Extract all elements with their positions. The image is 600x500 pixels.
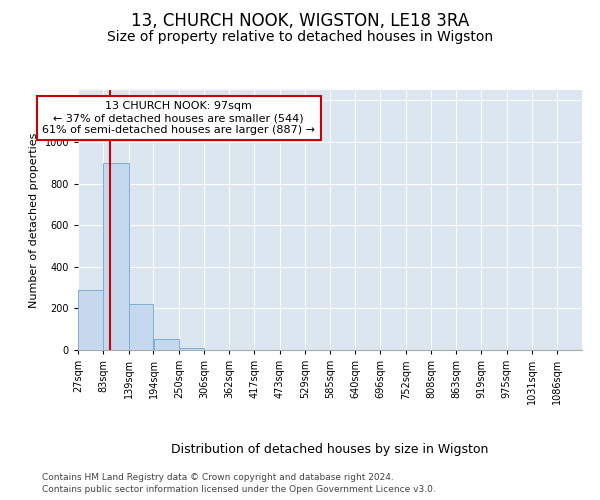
Bar — [78, 290, 103, 350]
Text: Contains HM Land Registry data © Crown copyright and database right 2024.: Contains HM Land Registry data © Crown c… — [42, 472, 394, 482]
Text: Size of property relative to detached houses in Wigston: Size of property relative to detached ho… — [107, 30, 493, 44]
Text: Contains public sector information licensed under the Open Government Licence v3: Contains public sector information licen… — [42, 485, 436, 494]
Text: 13 CHURCH NOOK: 97sqm
← 37% of detached houses are smaller (544)
61% of semi-det: 13 CHURCH NOOK: 97sqm ← 37% of detached … — [43, 102, 316, 134]
Bar — [103, 163, 128, 350]
Y-axis label: Number of detached properties: Number of detached properties — [29, 132, 39, 308]
Text: 13, CHURCH NOOK, WIGSTON, LE18 3RA: 13, CHURCH NOOK, WIGSTON, LE18 3RA — [131, 12, 469, 30]
Text: Distribution of detached houses by size in Wigston: Distribution of detached houses by size … — [172, 442, 488, 456]
Bar — [179, 348, 204, 350]
Bar — [154, 338, 179, 350]
Bar — [129, 304, 154, 350]
